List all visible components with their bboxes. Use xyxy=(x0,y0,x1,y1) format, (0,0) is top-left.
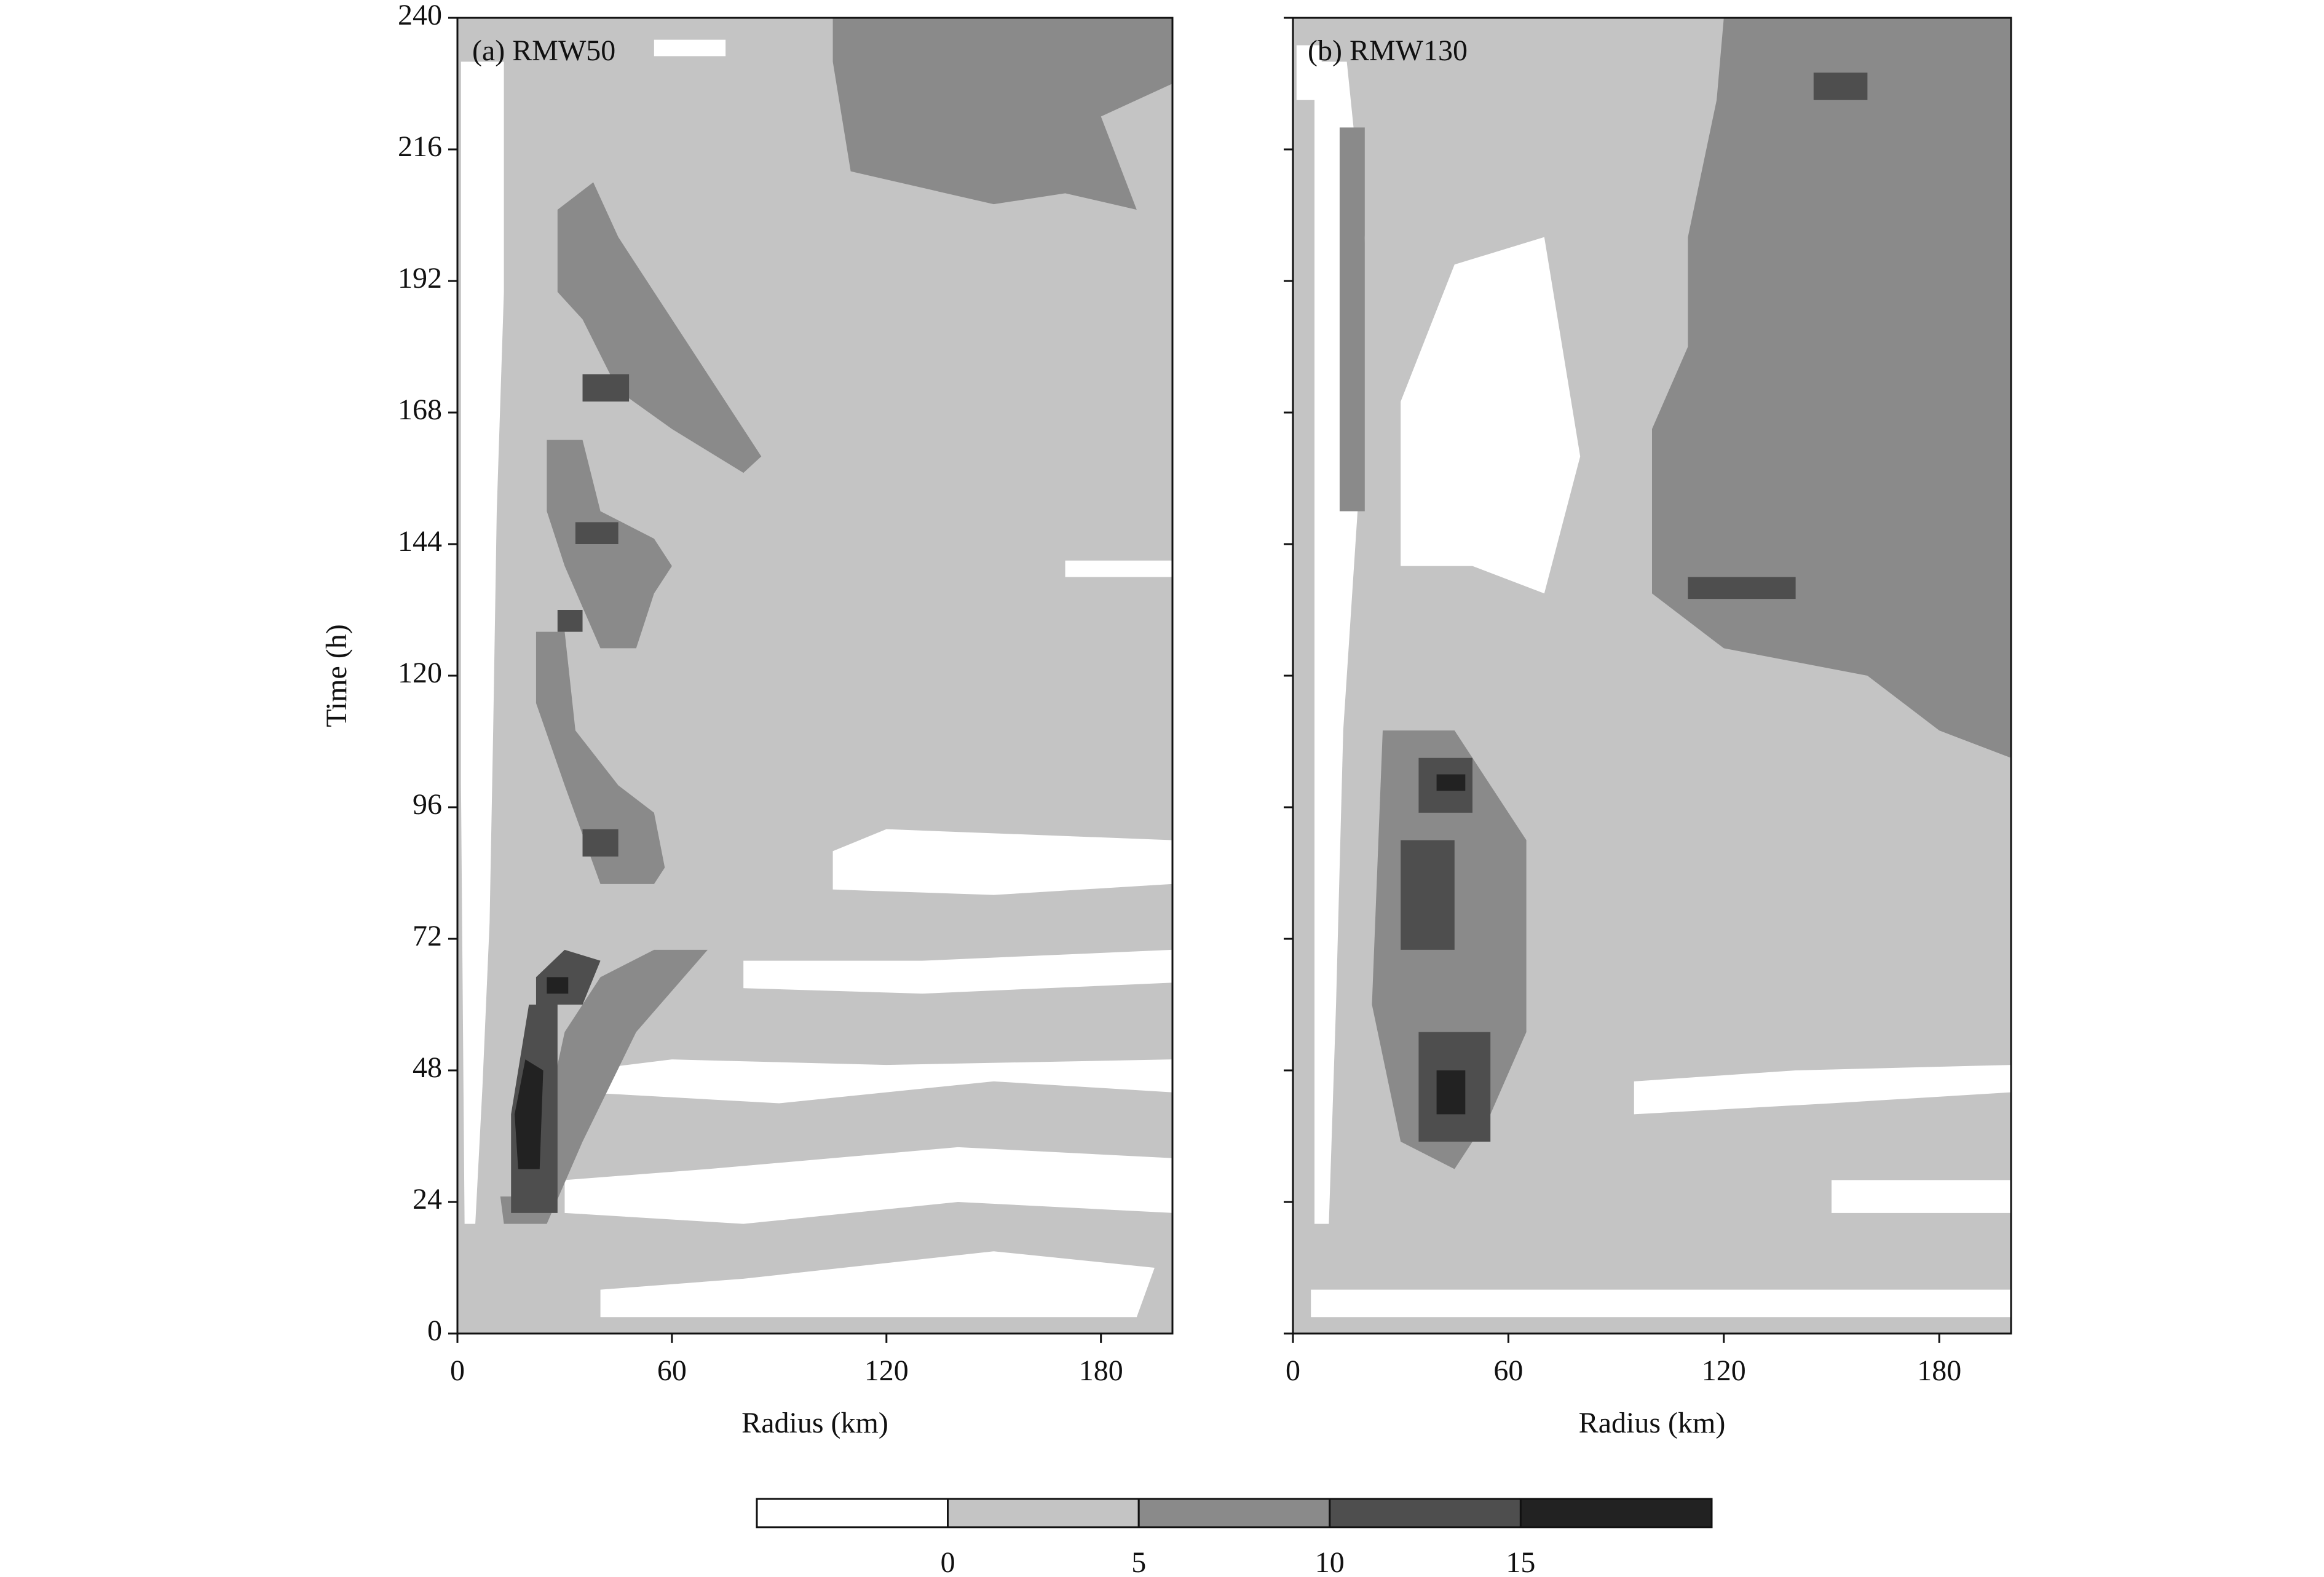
x-tick-label: 180 xyxy=(1917,1354,1961,1387)
colorbar-box xyxy=(947,1498,1140,1528)
contour-region xyxy=(557,182,762,473)
colorbar-label: 10 xyxy=(1315,1546,1345,1577)
colorbar-box xyxy=(1329,1498,1522,1528)
x-tick-label: 60 xyxy=(657,1354,687,1387)
contour-region xyxy=(743,949,1172,994)
contour-region xyxy=(536,631,665,884)
x-tick-label: 0 xyxy=(1286,1354,1300,1387)
y-tick-label: 192 xyxy=(398,262,442,294)
contour-region xyxy=(1311,1289,2011,1318)
y-tick-label: 72 xyxy=(413,920,442,952)
contour-region xyxy=(1296,45,1322,100)
x-tick-label: 120 xyxy=(864,1354,909,1387)
colorbar-label: 0 xyxy=(941,1546,955,1577)
contour-region xyxy=(564,1147,1172,1224)
panel-title: (a) RMW50 xyxy=(472,34,615,67)
contour-region xyxy=(1652,18,2011,758)
contour-region xyxy=(575,522,619,544)
x-tick-label: 0 xyxy=(450,1354,465,1387)
colorbar-box xyxy=(1519,1498,1713,1528)
contour-region xyxy=(557,610,583,632)
contour-region xyxy=(1339,127,1365,512)
contour-region xyxy=(1401,237,1581,594)
contour-region xyxy=(515,1059,543,1169)
contour-region xyxy=(582,829,619,857)
contour-region xyxy=(582,1059,1172,1104)
panel-title: (b) RMW130 xyxy=(1308,34,1468,67)
y-tick-label: 96 xyxy=(413,788,442,821)
y-tick-label: 120 xyxy=(398,657,442,689)
contour-region xyxy=(582,374,630,402)
contour-region xyxy=(1832,1180,2011,1213)
contour-region xyxy=(547,977,569,994)
contour-region xyxy=(1436,774,1466,791)
y-tick-label: 168 xyxy=(398,393,442,426)
y-tick-label: 24 xyxy=(413,1183,442,1215)
x-axis-label: Radius (km) xyxy=(741,1407,888,1439)
x-tick-label: 60 xyxy=(1493,1354,1523,1387)
y-tick-label: 240 xyxy=(398,0,442,31)
contour-region xyxy=(1065,560,1172,577)
colorbar-box xyxy=(756,1498,949,1528)
contour-region xyxy=(1401,840,1455,950)
contour-region xyxy=(1436,1070,1466,1115)
y-tick-label: 144 xyxy=(398,525,442,558)
x-axis-label: Radius (km) xyxy=(1579,1407,1726,1439)
contour-region xyxy=(832,829,1172,895)
colorbar-box xyxy=(1137,1498,1331,1528)
colorbar-label: 5 xyxy=(1131,1546,1146,1577)
contour-region xyxy=(460,61,504,1224)
colorbar-label: 15 xyxy=(1506,1546,1535,1577)
plot-area xyxy=(457,18,1172,1334)
contour-region xyxy=(600,1251,1155,1318)
x-tick-label: 180 xyxy=(1079,1354,1123,1387)
y-tick-label: 216 xyxy=(398,130,442,163)
contour-region xyxy=(654,39,726,57)
contour-region xyxy=(1634,1065,2011,1115)
contour-region xyxy=(1688,577,1796,599)
contour-region xyxy=(1813,73,1868,100)
y-tick-label: 48 xyxy=(413,1051,442,1084)
contour-region xyxy=(832,18,1172,210)
y-tick-label: 0 xyxy=(427,1314,442,1347)
plot-area xyxy=(1293,18,2011,1334)
y-axis-label: Time (h) xyxy=(320,624,353,727)
x-tick-label: 120 xyxy=(1702,1354,1746,1387)
